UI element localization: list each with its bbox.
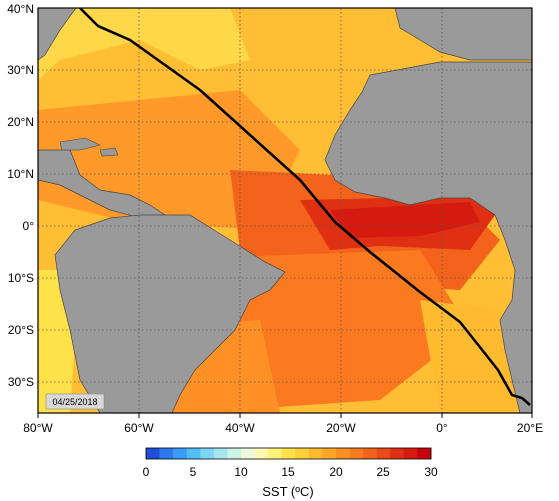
date-stamp: 04/25/2018 bbox=[52, 397, 97, 407]
colorbar-tick-20: 20 bbox=[329, 465, 343, 479]
land-masses bbox=[38, 8, 532, 413]
colorbar-swatch bbox=[336, 448, 350, 459]
lon-label-20e: 20°E bbox=[517, 421, 543, 435]
africa-land bbox=[324, 61, 532, 413]
lon-label-40w: 40°W bbox=[225, 421, 255, 435]
colorbar-swatch bbox=[241, 448, 255, 459]
ship-track-line bbox=[79, 8, 531, 406]
colorbar-swatch bbox=[390, 448, 405, 459]
lon-tick-marks bbox=[37, 413, 533, 418]
south-america-land bbox=[54, 214, 286, 413]
colorbar-swatch bbox=[159, 448, 174, 459]
lat-label-0: 0° bbox=[23, 219, 35, 233]
colorbar-tick-30: 30 bbox=[424, 465, 438, 479]
colorbar-tick-10: 10 bbox=[234, 465, 248, 479]
colorbar-tick-25: 25 bbox=[376, 465, 390, 479]
colorbar-swatch bbox=[417, 448, 432, 459]
colorbar-swatch bbox=[186, 448, 201, 459]
colorbar-swatch bbox=[363, 448, 378, 459]
colorbar-title: SST (ºC) bbox=[262, 484, 313, 499]
colorbar-tick-0: 0 bbox=[143, 465, 150, 479]
lat-label-20n: 20°N bbox=[7, 115, 34, 129]
lon-label-20w: 20°W bbox=[326, 421, 356, 435]
lat-label-30s: 30°S bbox=[8, 375, 34, 389]
lat-label-30n: 30°N bbox=[7, 63, 34, 77]
sst-colorbar bbox=[146, 448, 432, 459]
colorbar-swatch bbox=[227, 448, 242, 459]
lat-labels: 40°N 30°N 20°N 10°N 0° 10°S 20°S 30°S bbox=[7, 2, 34, 389]
colorbar-swatch bbox=[200, 448, 215, 459]
colorbar-swatch bbox=[173, 448, 188, 459]
colorbar-swatch bbox=[146, 448, 160, 459]
lon-label-80w: 80°W bbox=[23, 421, 53, 435]
colorbar-swatch bbox=[281, 448, 296, 459]
hottest-core bbox=[330, 202, 480, 238]
colorbar-swatch bbox=[376, 448, 391, 459]
date-stamp-box bbox=[45, 393, 105, 410]
europe-land bbox=[394, 8, 532, 61]
colorbar-tick-15: 15 bbox=[281, 465, 295, 479]
map-frame bbox=[37, 7, 533, 414]
colorbar-swatch bbox=[295, 448, 310, 459]
colorbar-swatch bbox=[403, 448, 418, 459]
caribbean-islands bbox=[59, 137, 119, 157]
lat-label-40n: 40°N bbox=[7, 2, 34, 16]
north-america-land bbox=[38, 8, 77, 61]
colorbar-ticks: 0 5 10 15 20 25 30 bbox=[143, 465, 438, 479]
colorbar-tick-5: 5 bbox=[190, 465, 197, 479]
lon-label-60w: 60°W bbox=[124, 421, 154, 435]
lat-label-20s: 20°S bbox=[8, 323, 34, 337]
lat-label-10s: 10°S bbox=[8, 271, 34, 285]
lon-label-0: 0° bbox=[436, 421, 448, 435]
colorbar-swatch bbox=[213, 448, 228, 459]
map-panel: 04/25/2018 bbox=[38, 8, 532, 413]
colorbar-swatch bbox=[322, 448, 337, 459]
cool-north-water bbox=[38, 8, 250, 80]
colorbar-swatch bbox=[268, 448, 283, 459]
colorbar-swatch bbox=[349, 448, 364, 459]
hispaniola-island bbox=[99, 147, 119, 157]
graticule bbox=[38, 8, 532, 413]
colorbar-swatch bbox=[254, 448, 269, 459]
colorbar-swatch bbox=[308, 448, 323, 459]
cuba-island bbox=[59, 137, 101, 151]
lat-label-10n: 10°N bbox=[7, 167, 34, 181]
lon-labels: 80°W 60°W 40°W 20°W 0° 20°E bbox=[23, 421, 543, 435]
colorbar-frame bbox=[145, 447, 432, 460]
